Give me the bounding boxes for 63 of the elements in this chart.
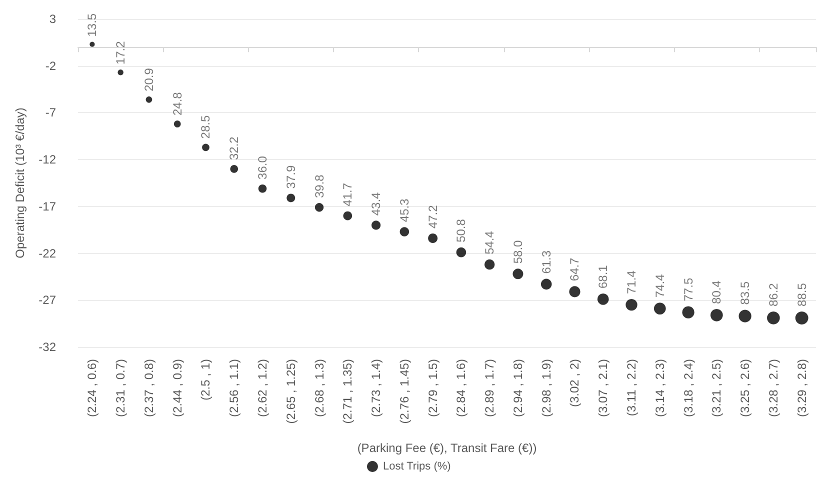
y-tick-label: -12	[38, 152, 56, 167]
data-label: 28.5	[198, 115, 213, 139]
x-tick-label: (2.98 , 1.9)	[539, 358, 554, 418]
x-tick-label: (2.24 , 0.6)	[85, 358, 100, 418]
data-label: 64.7	[568, 257, 582, 282]
data-label: 36.0	[256, 156, 270, 180]
x-tick-label: (2.71 , 1.35)	[340, 359, 355, 424]
x-tick-label: (3.14 , 2.3)	[652, 358, 667, 418]
y-tick-label: -32	[38, 340, 56, 354]
y-tick-label: -22	[38, 246, 56, 260]
data-label: 41.7	[340, 182, 355, 206]
data-label: 71.4	[624, 270, 638, 294]
x-tick-label: (2.62 , 1.2)	[256, 358, 270, 418]
data-label: 37.9	[284, 165, 298, 189]
y-tick-label: -17	[38, 199, 56, 214]
x-tick-label: (3.25 , 2.6)	[738, 358, 752, 418]
x-tick-label: (2.44 , 0.9)	[170, 358, 184, 418]
data-label: 50.8	[454, 218, 468, 242]
data-label: 32.2	[227, 136, 242, 160]
x-tick-label: (3.02 , 2)	[568, 359, 582, 408]
y-axis-title: Operating Deficit (10³ €/day)	[13, 108, 27, 258]
x-axis-title: (Parking Fee (€), Transit Fare (€))	[357, 441, 537, 455]
x-tick-label: (2.65 , 1.25)	[284, 359, 298, 424]
data-label: 54.4	[482, 230, 497, 254]
data-label: 86.2	[766, 282, 780, 307]
data-label: 43.4	[369, 192, 384, 216]
data-label: 83.5	[738, 281, 752, 305]
data-label: 13.5	[85, 13, 100, 37]
x-tick-label: (2.56 , 1.1)	[227, 358, 242, 418]
x-tick-label: (2.89 , 1.7)	[482, 358, 497, 418]
data-label: 61.3	[539, 250, 554, 274]
data-label: 17.2	[114, 40, 128, 65]
y-tick-label: -27	[38, 293, 56, 308]
data-label: 58.0	[510, 240, 525, 264]
data-label: 80.4	[710, 280, 724, 304]
x-tick-label: (2.79 , 1.5)	[426, 358, 440, 418]
x-tick-label: (3.28 , 2.7)	[766, 358, 780, 418]
x-tick-label: (2.84 , 1.6)	[454, 358, 468, 418]
data-label: 20.9	[142, 68, 156, 92]
y-tick-label: -2	[45, 58, 56, 73]
x-tick-label: (3.18 , 2.4)	[681, 358, 696, 418]
data-label: 45.3	[397, 198, 412, 222]
x-tick-label: (2.31 , 0.7)	[114, 358, 128, 418]
data-label: 68.1	[596, 264, 610, 289]
x-tick-label: (3.29 , 2.8)	[794, 358, 809, 418]
data-label: 47.2	[426, 204, 440, 229]
legend-label: Lost Trips (%)	[382, 460, 451, 472]
x-tick-label: (3.21 , 2.5)	[710, 358, 724, 418]
x-tick-label: (2.5 , 1)	[198, 359, 213, 400]
x-tick-label: (2.73 , 1.4)	[369, 358, 384, 418]
data-label: 74.4	[652, 274, 667, 298]
data-label: 77.5	[681, 278, 696, 302]
y-tick-label: -7	[45, 106, 56, 120]
x-tick-label: (3.07 , 2.1)	[596, 358, 610, 418]
x-tick-label: (3.11 , 2.2)	[624, 358, 638, 416]
data-label: 88.5	[794, 282, 809, 306]
x-tick-label: (2.68 , 1.3)	[312, 358, 326, 418]
x-tick-label: (2.94 , 1.8)	[510, 358, 525, 418]
data-label: 39.8	[312, 174, 326, 198]
x-tick-label: (2.37 , 0.8)	[142, 358, 156, 418]
data-label: 24.8	[170, 92, 184, 116]
x-tick-label: (2.76 , 1.45)	[397, 359, 412, 424]
y-tick-label: 3	[49, 12, 56, 26]
